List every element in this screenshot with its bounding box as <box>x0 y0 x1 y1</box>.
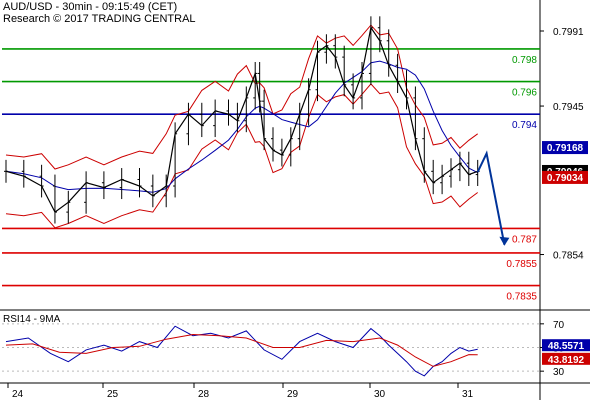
price-badge-label-2: 0.79034 <box>547 173 584 184</box>
level-label-1: 0.796 <box>512 88 537 99</box>
x-tick-label-1: 25 <box>107 389 119 400</box>
x-tick-label-4: 30 <box>374 389 386 400</box>
moving-average-line <box>5 60 478 193</box>
price-badge-2 <box>542 170 588 184</box>
projection-arrow-line <box>476 150 506 245</box>
x-tick-label-0: 24 <box>12 389 24 400</box>
rsi-series-line-0 <box>5 325 478 377</box>
x-tick-label-2: 28 <box>198 389 210 400</box>
level-label-5: 0.7835 <box>506 292 537 303</box>
level-label-2: 0.794 <box>512 120 537 131</box>
rsi-tick-label-0: 70 <box>553 320 565 331</box>
price-badge-0 <box>542 141 588 155</box>
x-tick-label-3: 29 <box>287 389 299 400</box>
level-label-0: 0.798 <box>512 55 537 66</box>
bollinger-upper-band <box>5 24 478 170</box>
projection-arrow-head <box>499 236 510 246</box>
level-label-3: 0.787 <box>512 234 537 245</box>
price-tick-label-2: 0.7854 <box>553 251 584 262</box>
rsi-tick-label-2: 30 <box>553 367 565 378</box>
rsi-badge-label-0: 48.5571 <box>548 341 585 352</box>
x-tick-label-5: 31 <box>462 389 474 400</box>
rsi-title: RSI14 - 9MA <box>3 314 61 325</box>
price-tick-label-0: 0.7991 <box>553 27 584 38</box>
price-tick-label-1: 0.7945 <box>553 102 584 113</box>
rsi-badge-1 <box>542 352 590 365</box>
rsi-badge-label-1: 43.8192 <box>548 355 585 366</box>
price-badge-label-0: 0.79168 <box>547 143 584 154</box>
chart-title: AUD/USD - 30min - 09:15:49 (CET) <box>3 1 178 13</box>
level-label-4: 0.7855 <box>506 259 537 270</box>
bollinger-lower-band <box>5 83 478 229</box>
rsi-badge-0 <box>542 339 590 352</box>
price-close-line <box>5 26 478 214</box>
chart-subtitle: Research © 2017 TRADING CENTRAL <box>3 13 196 25</box>
rsi-series-line-1 <box>5 333 478 367</box>
